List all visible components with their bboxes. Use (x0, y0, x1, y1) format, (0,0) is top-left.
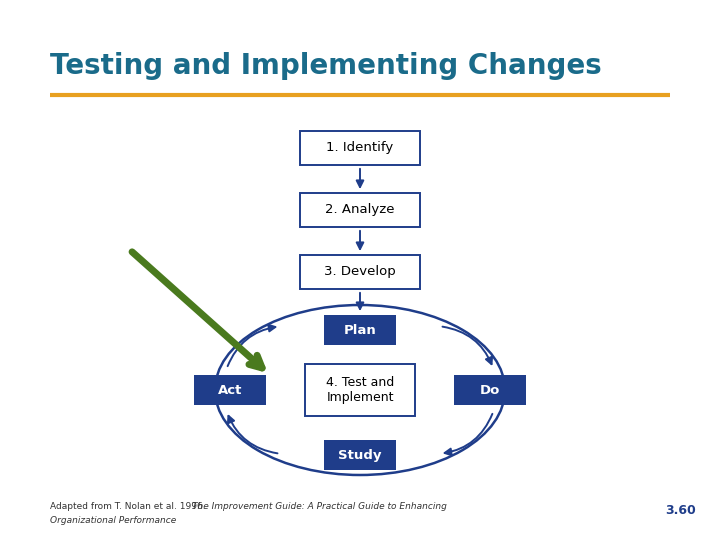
FancyBboxPatch shape (324, 440, 396, 470)
FancyBboxPatch shape (454, 375, 526, 405)
Text: Organizational Performance: Organizational Performance (50, 516, 176, 525)
Text: 3.60: 3.60 (665, 503, 696, 516)
Text: Testing and Implementing Changes: Testing and Implementing Changes (50, 52, 602, 80)
Text: The Improvement Guide: A Practical Guide to Enhancing: The Improvement Guide: A Practical Guide… (192, 502, 446, 511)
FancyBboxPatch shape (300, 131, 420, 165)
Text: 2. Analyze: 2. Analyze (325, 204, 395, 217)
Text: Study: Study (338, 449, 382, 462)
Text: Plan: Plan (343, 323, 377, 336)
Text: 1. Identify: 1. Identify (326, 141, 394, 154)
Text: Do: Do (480, 383, 500, 396)
Text: Act: Act (218, 383, 242, 396)
FancyBboxPatch shape (300, 255, 420, 289)
Text: Adapted from T. Nolan et al. 1996.: Adapted from T. Nolan et al. 1996. (50, 502, 209, 511)
Text: 3. Develop: 3. Develop (324, 266, 396, 279)
FancyBboxPatch shape (324, 315, 396, 345)
FancyBboxPatch shape (194, 375, 266, 405)
FancyBboxPatch shape (305, 364, 415, 416)
FancyBboxPatch shape (300, 193, 420, 227)
Text: 4. Test and
Implement: 4. Test and Implement (326, 376, 394, 404)
